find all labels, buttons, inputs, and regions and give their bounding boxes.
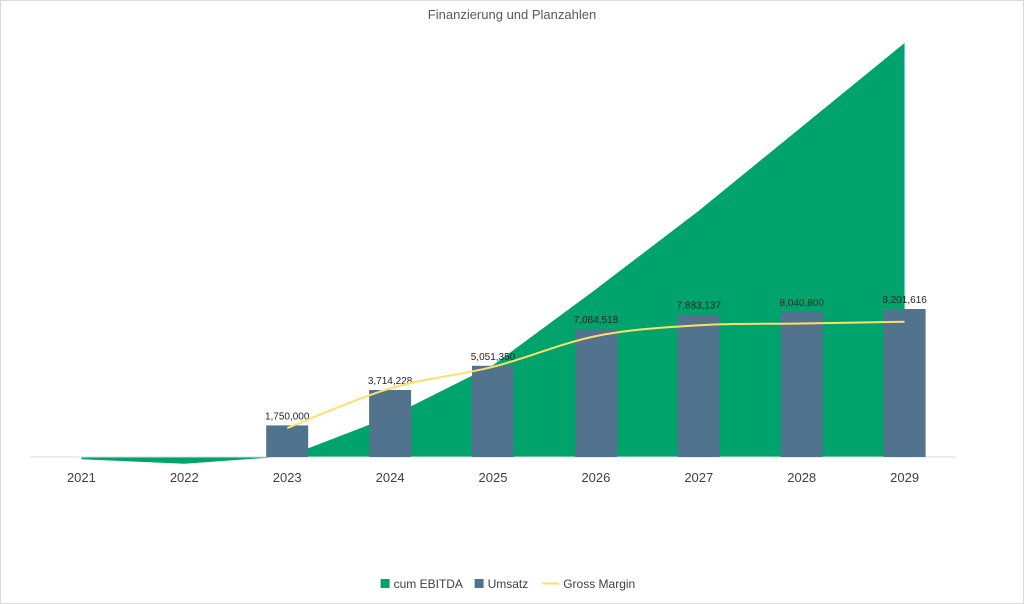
x-tick-label-2021: 2021: [67, 470, 96, 485]
line-gross-margin: [286, 320, 905, 430]
bar-umsatz-2027: [677, 314, 720, 457]
x-tick-label-2027: 2027: [684, 470, 713, 485]
x-tick-label-2029: 2029: [890, 470, 919, 485]
data-label-umsatz-2029: 8,201,616: [882, 295, 927, 306]
bar-umsatz-2025: [472, 365, 514, 457]
x-tick-label-2025: 2025: [479, 470, 508, 485]
chart-title: Finanzierung und Planzahlen: [428, 7, 596, 22]
legend-marker-umsatz: [474, 579, 484, 588]
bar-umsatz-2029: [883, 309, 926, 457]
bar-umsatz-2026: [574, 329, 617, 457]
x-tick-label-2028: 2028: [787, 470, 816, 485]
data-label-umsatz-2024: 3,714,228: [368, 376, 413, 387]
x-tick-label-2026: 2026: [581, 470, 610, 485]
data-label-umsatz-2023: 1,750,000: [265, 411, 310, 422]
legend-label-umsatz: Umsatz: [488, 577, 529, 591]
legend-label-cum-ebitda: cum EBITDA: [394, 577, 463, 591]
data-label-umsatz-2027: 7,883,137: [677, 301, 722, 312]
data-label-umsatz-2028: 8,040,800: [779, 298, 824, 309]
x-tick-label-2022: 2022: [170, 470, 199, 485]
legend: cum EBITDA Umsatz Gross Margin: [380, 577, 635, 591]
x-tick-label-2023: 2023: [273, 470, 302, 485]
bar-umsatz-2024: [369, 390, 412, 457]
legend-label-gross-margin: Gross Margin: [563, 577, 635, 591]
data-label-umsatz-2026: 7,084,518: [574, 315, 619, 326]
bar-umsatz-2028: [780, 311, 823, 457]
data-label-umsatz-2025: 5,051,350: [471, 352, 516, 363]
legend-marker-cum-ebitda: [380, 579, 390, 588]
x-tick-label-2024: 2024: [376, 470, 405, 485]
bar-umsatz-2023: [266, 425, 309, 457]
plot-area: 1,750,000 3,714,228 5,051,350 7,084,518 7,88…: [30, 43, 956, 485]
